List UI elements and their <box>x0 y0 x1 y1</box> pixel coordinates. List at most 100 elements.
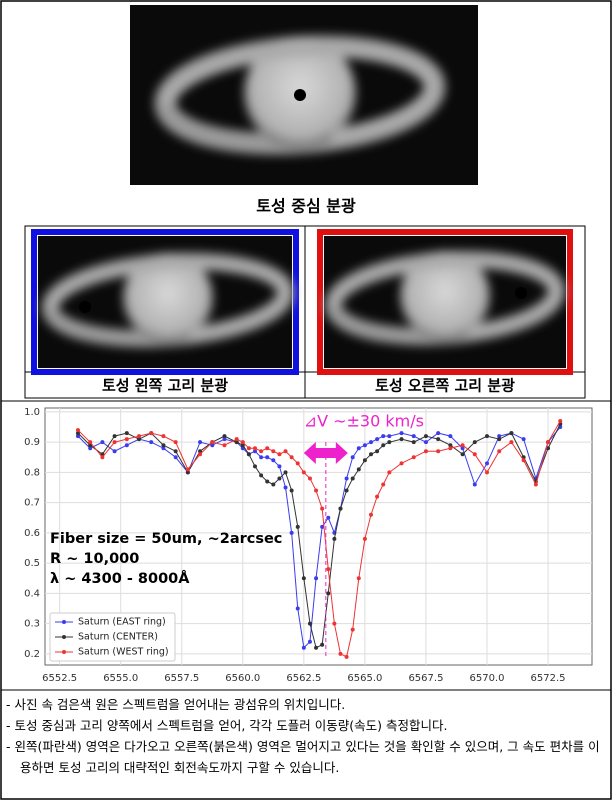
data-point <box>253 449 258 454</box>
data-point <box>314 576 319 581</box>
data-point <box>521 437 526 442</box>
data-point <box>558 419 563 424</box>
data-point <box>301 576 306 581</box>
data-point <box>497 434 502 439</box>
data-point <box>75 434 80 439</box>
x-tick-label: 6552.5 <box>42 673 77 684</box>
data-point <box>295 524 300 529</box>
data-point <box>344 488 349 493</box>
data-point <box>173 440 178 445</box>
data-point <box>338 506 343 511</box>
data-point <box>387 434 392 439</box>
data-point <box>240 443 245 448</box>
data-point <box>509 431 514 436</box>
data-point <box>222 434 227 439</box>
data-point <box>124 431 129 436</box>
data-point <box>198 440 203 445</box>
data-point <box>423 434 428 439</box>
y-tick-label: 0.4 <box>24 588 40 599</box>
data-point <box>112 440 117 445</box>
data-point <box>222 443 227 448</box>
saturn-image <box>130 5 478 185</box>
data-point <box>198 452 203 457</box>
data-point <box>307 639 312 644</box>
data-point <box>314 645 319 650</box>
data-point <box>271 449 276 454</box>
saturn-image <box>317 229 573 375</box>
note: - 왼쪽(파란색) 영역은 다가오고 오른쪽(붉은색) 영역은 멀어지고 있다는… <box>6 739 600 775</box>
y-tick-label: 0.3 <box>24 619 40 630</box>
data-point <box>546 440 551 445</box>
note: - 사진 속 검은색 원은 스펙트럼을 얻어내는 광섬유의 위치입니다. <box>6 697 346 712</box>
data-point <box>283 470 288 475</box>
data-point <box>472 452 477 457</box>
data-point <box>283 485 288 490</box>
data-point <box>326 567 331 572</box>
data-point <box>369 440 374 445</box>
legend-box <box>49 612 176 662</box>
data-point <box>234 440 239 445</box>
x-tick-label: 6557.5 <box>164 673 199 684</box>
data-point <box>222 437 227 442</box>
data-point <box>484 461 489 466</box>
data-point <box>161 443 166 448</box>
data-point <box>344 654 349 659</box>
data-point <box>271 482 276 487</box>
data-point <box>320 642 325 647</box>
data-point <box>314 488 319 493</box>
data-point <box>356 576 361 581</box>
fiber-position <box>79 301 91 313</box>
planet <box>400 251 490 341</box>
data-point <box>448 443 453 448</box>
data-point <box>173 455 178 460</box>
data-point <box>533 482 538 487</box>
data-point <box>234 437 239 442</box>
data-point <box>387 470 392 475</box>
data-point <box>277 476 282 481</box>
data-point <box>350 627 355 632</box>
data-point <box>460 452 465 457</box>
data-point <box>436 431 441 436</box>
data-point <box>320 506 325 511</box>
data-point <box>295 606 300 611</box>
data-point <box>240 440 245 445</box>
data-point <box>259 449 264 454</box>
data-point <box>173 449 178 454</box>
data-point <box>497 449 502 454</box>
data-point <box>484 470 489 475</box>
data-point <box>375 437 380 442</box>
legend-label: Saturn (EAST ring) <box>78 617 166 628</box>
y-tick-label: 1.0 <box>24 407 40 418</box>
y-tick-label: 0.2 <box>24 649 40 660</box>
shift-arrow <box>303 442 348 464</box>
data-point <box>332 621 337 626</box>
data-point <box>350 455 355 460</box>
data-point <box>497 437 502 442</box>
data-point <box>362 443 367 448</box>
fiber-position <box>515 287 527 299</box>
x-tick-label: 6562.5 <box>286 673 321 684</box>
data-point <box>289 455 294 460</box>
data-point <box>100 440 105 445</box>
data-point <box>112 449 117 454</box>
data-point <box>320 524 325 529</box>
data-point <box>423 449 428 454</box>
notes: - 사진 속 검은색 원은 스펙트럼을 얻어내는 광섬유의 위치입니다. - 토… <box>6 694 602 778</box>
data-point <box>399 431 404 436</box>
data-point <box>307 476 312 481</box>
data-point <box>283 449 288 454</box>
data-point <box>185 467 190 472</box>
data-point <box>124 437 129 442</box>
saturn-body <box>41 252 295 348</box>
data-point <box>210 440 215 445</box>
data-point <box>356 467 361 472</box>
info-text: Fiber size = 50um, ~2arcsec <box>50 531 282 547</box>
data-point <box>369 452 374 457</box>
data-point <box>436 437 441 442</box>
data-point <box>265 455 270 460</box>
data-point <box>161 446 166 451</box>
x-tick-label: 6560.0 <box>225 673 260 684</box>
data-point <box>381 434 386 439</box>
data-point <box>301 645 306 650</box>
data-point <box>344 476 349 481</box>
